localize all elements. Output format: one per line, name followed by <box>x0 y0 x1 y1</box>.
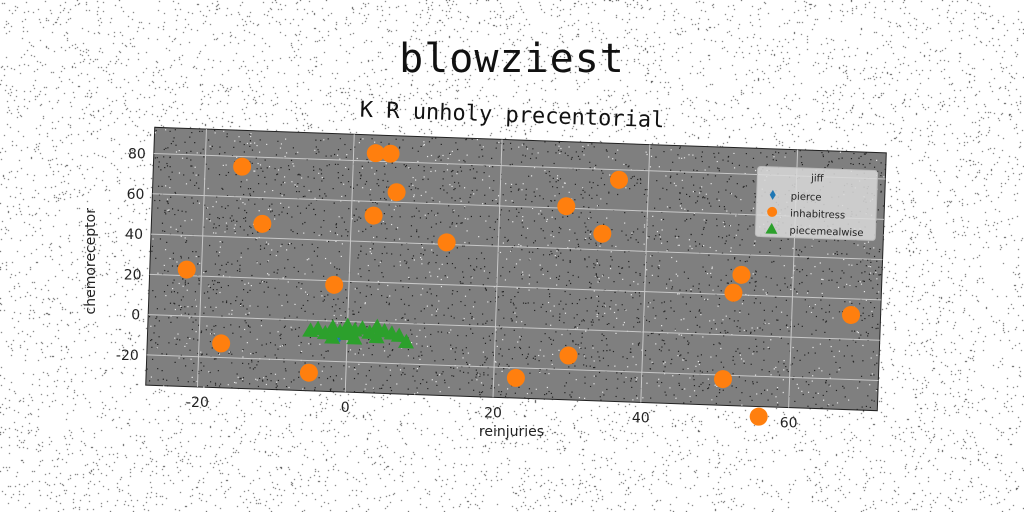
legend-title: jiff <box>810 173 825 185</box>
legend-label-pierce: pierce <box>790 192 821 204</box>
inhabitress-point <box>364 206 383 225</box>
piecemealwise-point <box>368 328 385 344</box>
legend-marker-piecemealwise <box>765 222 778 234</box>
y-grid-line <box>148 314 880 341</box>
y-grid-line <box>150 233 883 261</box>
inhabitress-point <box>299 363 318 382</box>
inhabitress-point <box>749 407 768 426</box>
y-grid-line <box>146 354 879 381</box>
inhabitress-point <box>506 368 525 387</box>
legend-label-piecemealwise: piecemealwise <box>789 226 863 240</box>
inhabitress-point <box>593 224 612 243</box>
inhabitress-point <box>609 170 628 189</box>
x-axis-label: reinjuries <box>479 424 544 440</box>
inhabitress-point <box>842 305 861 324</box>
y-tick-label: 40 <box>125 227 143 243</box>
x-tick-label: -20 <box>186 395 209 411</box>
inhabitress-point <box>253 214 272 233</box>
grid-lines <box>146 129 886 408</box>
data-points <box>177 144 861 426</box>
y-tick-label: -20 <box>116 348 139 364</box>
chart-subtitle: K R unholy precentorial <box>359 98 664 134</box>
inhabitress-point <box>387 183 406 202</box>
piecemealwise-point <box>397 333 414 349</box>
piecemealwise-point <box>346 329 363 345</box>
x-grid-line <box>196 129 207 387</box>
y-axis-label: chemoreceptor <box>83 208 99 315</box>
inhabitress-point <box>714 370 733 389</box>
inhabitress-point <box>437 233 456 252</box>
legend-box <box>754 165 879 241</box>
legend: jiff pierce inhabitress piecemealwise <box>754 165 879 241</box>
inhabitress-point <box>724 283 743 302</box>
inhabitress-point <box>732 265 751 284</box>
inhabitress-point <box>557 197 576 216</box>
x-tick-label: 20 <box>484 405 502 421</box>
x-tick-label: 0 <box>341 400 350 416</box>
y-tick-label: 0 <box>131 308 140 324</box>
inhabitress-point <box>233 157 252 176</box>
y-tick-label: 60 <box>127 187 145 203</box>
legend-marker-pierce <box>769 189 776 200</box>
inhabitress-point <box>177 260 196 279</box>
y-tick-label: 20 <box>124 267 142 283</box>
x-grid-line <box>640 144 651 403</box>
inhabitress-point <box>366 144 385 163</box>
legend-marker-inhabitress <box>767 206 778 217</box>
y-grid-line <box>149 273 882 301</box>
inhabitress-point <box>381 144 400 163</box>
piecemealwise-point <box>390 327 407 343</box>
inhabitress-point <box>212 334 231 353</box>
axis-ticks: -20 0 20 40 60 -20 0 20 40 60 80 <box>116 146 798 431</box>
y-tick-label: 80 <box>128 146 146 162</box>
x-tick-label: 60 <box>780 416 798 432</box>
x-grid-line <box>492 139 503 398</box>
x-grid-line <box>344 134 355 393</box>
legend-label-inhabitress: inhabitress <box>790 209 845 222</box>
x-tick-label: 40 <box>632 410 650 426</box>
inhabitress-point <box>559 346 578 365</box>
piecemealwise-point <box>324 329 341 344</box>
chart-title: blowziest <box>399 36 625 82</box>
inhabitress-point <box>325 275 344 294</box>
